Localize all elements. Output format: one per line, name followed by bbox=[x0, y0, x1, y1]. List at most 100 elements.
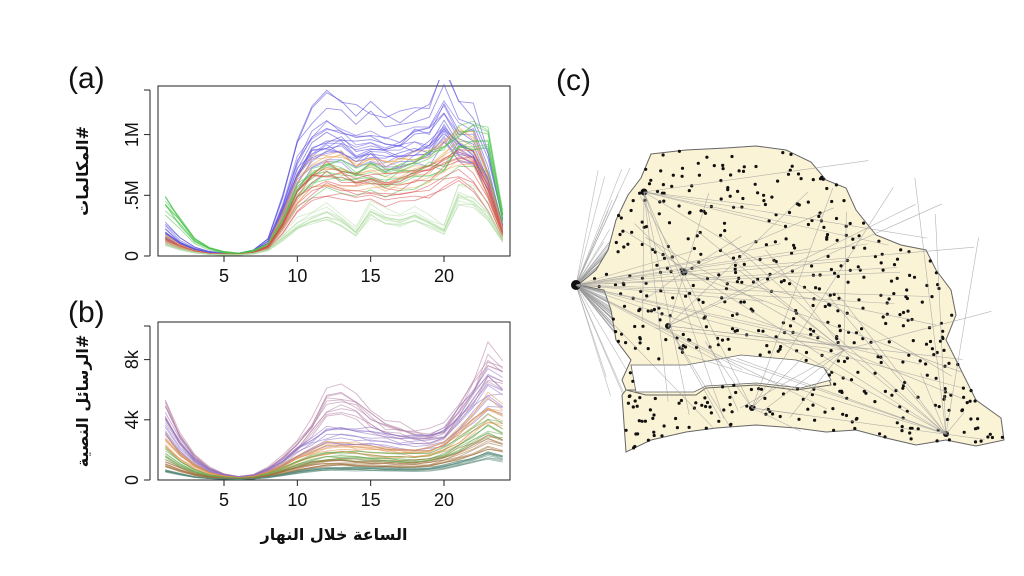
map-node bbox=[895, 257, 900, 261]
map-node bbox=[960, 408, 965, 412]
map-node bbox=[916, 427, 920, 431]
map-node bbox=[801, 397, 805, 401]
map-node bbox=[848, 221, 852, 226]
map-node bbox=[749, 387, 753, 392]
map-edge bbox=[575, 176, 606, 286]
map-node bbox=[908, 273, 912, 277]
map-node bbox=[622, 245, 626, 249]
map-edge bbox=[575, 210, 609, 286]
senegal-network-map bbox=[571, 145, 1005, 453]
map-node bbox=[909, 437, 913, 441]
map-node bbox=[842, 199, 846, 203]
map-node bbox=[622, 283, 626, 287]
map-node bbox=[941, 329, 945, 333]
map-edge bbox=[575, 250, 693, 286]
map-node bbox=[611, 317, 615, 321]
a-ylabel: #المكالمات bbox=[73, 126, 92, 216]
map-edge bbox=[683, 246, 975, 273]
map-node bbox=[638, 336, 642, 340]
map-node bbox=[690, 184, 694, 188]
map-node bbox=[624, 341, 628, 345]
map-node bbox=[766, 277, 770, 281]
map-node bbox=[850, 420, 854, 424]
map-node bbox=[763, 202, 767, 207]
map-edge bbox=[575, 284, 929, 297]
map-node bbox=[614, 330, 618, 334]
map-node bbox=[892, 292, 896, 296]
map-node bbox=[883, 389, 887, 393]
map-edge bbox=[723, 236, 947, 435]
map-node bbox=[770, 195, 774, 199]
map-edge bbox=[575, 284, 921, 365]
map-node bbox=[834, 216, 839, 221]
map-node bbox=[873, 371, 877, 375]
map-node bbox=[680, 166, 685, 170]
map-node bbox=[837, 296, 841, 300]
map-node bbox=[905, 288, 909, 292]
map-node bbox=[671, 296, 675, 300]
map-node bbox=[950, 313, 954, 317]
map-node bbox=[742, 300, 746, 304]
map-node bbox=[733, 267, 737, 271]
map-node bbox=[887, 340, 891, 344]
map-node bbox=[751, 280, 756, 284]
map-node bbox=[659, 169, 663, 173]
map-node bbox=[912, 275, 917, 279]
map-node bbox=[675, 426, 679, 430]
map-edge bbox=[736, 357, 947, 435]
map-node bbox=[936, 283, 940, 287]
map-node bbox=[899, 248, 903, 252]
map-edge bbox=[738, 270, 845, 351]
map-node bbox=[969, 417, 973, 421]
map-node bbox=[618, 232, 622, 237]
map-node bbox=[901, 360, 905, 364]
map-node bbox=[727, 347, 731, 351]
map-node bbox=[699, 209, 703, 213]
map-node bbox=[856, 265, 860, 269]
map-node bbox=[779, 280, 783, 284]
map-edge bbox=[575, 284, 962, 388]
map-node bbox=[764, 243, 768, 247]
map-node bbox=[885, 301, 889, 305]
map-node bbox=[782, 278, 786, 283]
map-node bbox=[695, 234, 699, 238]
map-node bbox=[679, 398, 683, 403]
map-node bbox=[753, 182, 757, 186]
map-edge bbox=[575, 284, 764, 302]
map-node bbox=[908, 431, 912, 435]
map-node bbox=[641, 324, 645, 328]
a-ytick-label: .5M bbox=[122, 180, 142, 210]
map-node bbox=[759, 387, 764, 391]
map-node bbox=[638, 341, 642, 345]
map-node bbox=[941, 336, 945, 341]
panel-label-c: (c) bbox=[556, 64, 591, 97]
b-ytick-label: 8k bbox=[122, 349, 142, 369]
map-edge bbox=[914, 177, 947, 435]
map-node bbox=[988, 432, 992, 436]
map-node bbox=[773, 240, 777, 244]
map-edge bbox=[751, 407, 801, 432]
map-node bbox=[728, 395, 732, 399]
map-node bbox=[854, 331, 858, 335]
map-node bbox=[729, 173, 733, 177]
map-edge bbox=[643, 191, 739, 412]
map-node bbox=[731, 256, 736, 260]
map-node bbox=[817, 214, 821, 218]
map-edge bbox=[575, 284, 628, 372]
map-node bbox=[705, 400, 710, 405]
map-node bbox=[811, 273, 815, 277]
map-node bbox=[826, 254, 830, 258]
map-edge bbox=[667, 192, 710, 327]
map-node bbox=[986, 435, 990, 439]
map-node bbox=[895, 421, 899, 425]
map-node bbox=[703, 211, 708, 215]
map-node bbox=[738, 255, 742, 259]
map-node bbox=[660, 434, 664, 438]
map-edge bbox=[843, 349, 964, 400]
a-xtick-label: 10 bbox=[287, 266, 307, 286]
b-xtick-label: 5 bbox=[219, 490, 229, 510]
map-node bbox=[638, 191, 642, 195]
map-node bbox=[890, 393, 894, 397]
map-node bbox=[973, 440, 978, 444]
map-node bbox=[968, 399, 972, 403]
